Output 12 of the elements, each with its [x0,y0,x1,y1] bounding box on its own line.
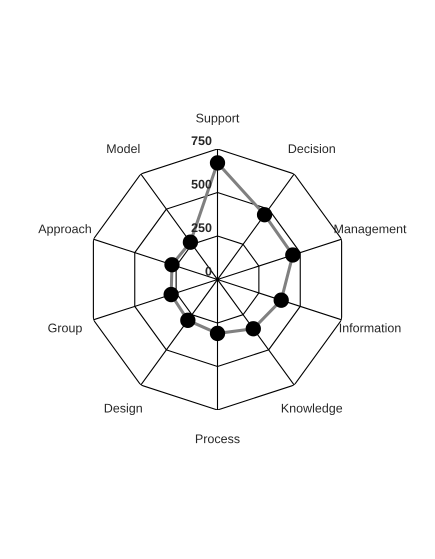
y-tick-label: 0 [205,266,212,276]
spoke-label: Support [196,114,240,125]
spoke-label: Management [334,224,406,236]
spoke-label: Model [107,144,140,154]
spoke-label: Knowledge [282,403,342,416]
spoke-label: Information [340,323,400,332]
y-tick-label: 750 [192,136,212,146]
spoke-label: Approach [38,224,91,236]
spoke-label: Decision [288,144,335,154]
spoke-label: Design [104,403,142,416]
spoke-label: Process [196,434,240,444]
spoke-label: Group [48,324,82,335]
